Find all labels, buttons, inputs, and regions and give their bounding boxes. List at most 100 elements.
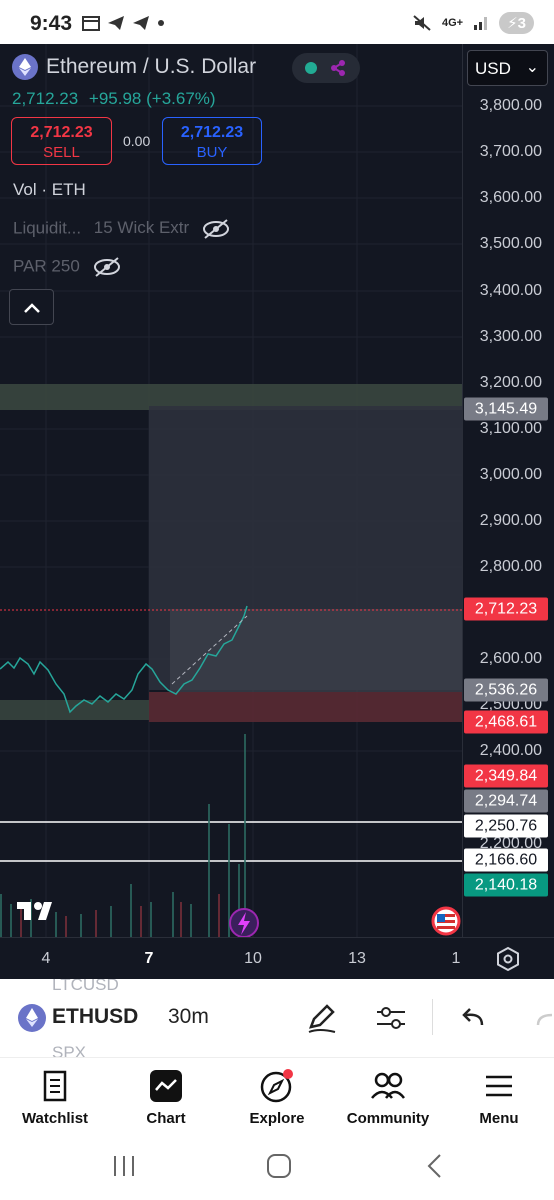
redo-icon[interactable]: [534, 1003, 554, 1033]
price-tag: 2,536.26: [464, 678, 548, 702]
nav-label: Watchlist: [21, 1110, 89, 1127]
price-tick: 2,400.00: [479, 742, 542, 759]
home-icon[interactable]: [264, 1151, 294, 1181]
sell-price: 2,712.23: [30, 124, 93, 141]
indicators-icon[interactable]: [374, 1001, 408, 1035]
supply-zone: [0, 384, 462, 410]
lightning-icon[interactable]: [224, 906, 260, 940]
community-icon: [371, 1072, 405, 1099]
undo-icon[interactable]: [458, 1003, 488, 1033]
time-axis[interactable]: 4 7 10 13 1: [0, 937, 554, 979]
chart-icon: [150, 1070, 182, 1102]
calendar-icon: [82, 16, 100, 31]
time-tick: 7: [144, 950, 154, 967]
liquidity-label: Liquidit...: [13, 218, 82, 238]
currency-value: USD: [475, 59, 511, 78]
price-tick: 3,200.00: [479, 374, 542, 391]
collapse-legend-button[interactable]: [9, 289, 54, 325]
market-status-pill[interactable]: [292, 53, 360, 83]
price-series: [0, 605, 248, 714]
pen-draw-icon[interactable]: [305, 1001, 339, 1035]
nav-chart[interactable]: Chart: [111, 1066, 221, 1127]
price-tick: 3,600.00: [479, 189, 542, 206]
price-axis[interactable]: 3,800.00 3,700.00 3,600.00 3,500.00 3,40…: [431, 44, 554, 937]
notification-icons: [82, 15, 165, 31]
battery-badge: ⚡3: [499, 12, 534, 34]
status-bar: 9:43 4G+ ⚡3: [0, 0, 554, 44]
demand-zone-right: [149, 692, 462, 722]
nav-label: Community: [346, 1110, 430, 1127]
price-tick: 3,000.00: [479, 466, 542, 483]
nav-watchlist[interactable]: Watchlist: [0, 1066, 110, 1127]
symbol-title[interactable]: Ethereum / U.S. Dollar: [46, 55, 257, 78]
hidden-eye-icon[interactable]: [202, 218, 230, 240]
chart-area[interactable]: Ethereum / U.S. Dollar 2,712.23 +95.98 (…: [0, 44, 554, 979]
tradingview-logo: [17, 902, 52, 920]
compass-icon: [260, 1069, 293, 1103]
nav-label: Explore: [249, 1110, 305, 1127]
chart-plot[interactable]: [0, 44, 462, 937]
price-tick: 2,200.00: [479, 835, 542, 852]
symbol-selector[interactable]: ETHUSD: [52, 1005, 139, 1028]
ethereum-icon: [18, 1004, 46, 1032]
par-label: PAR 250: [13, 256, 80, 276]
nav-label: Menu: [479, 1110, 519, 1127]
interval-selector[interactable]: 30m: [168, 1005, 209, 1028]
liquidity-indicator[interactable]: Liquidit... 15 Wick Extr: [13, 218, 230, 240]
nav-explore[interactable]: Explore: [222, 1066, 332, 1127]
signal-icon: [474, 17, 488, 30]
nav-label: Chart: [146, 1110, 186, 1127]
price-change: +95.98 (+3.67%): [88, 89, 216, 108]
ghost-symbol: SPX: [52, 1043, 87, 1057]
status-time: 9:43: [30, 12, 73, 35]
time-tick: 13: [348, 950, 366, 967]
price-tick: 2,800.00: [479, 558, 542, 575]
currency-select[interactable]: USD ⌄: [467, 50, 548, 86]
watchlist-icon: [43, 1070, 67, 1102]
price-tag: 2,468.61: [464, 710, 548, 734]
chevron-down-icon: ⌄: [525, 59, 539, 76]
price-tag: 2,349.84: [464, 764, 548, 788]
last-price: 2,712.23: [12, 89, 79, 108]
range-box-inner: [170, 609, 462, 692]
price-tag: 2,250.76: [464, 814, 548, 838]
symbol-header[interactable]: Ethereum / U.S. Dollar: [12, 54, 256, 80]
back-icon[interactable]: [420, 1151, 450, 1181]
hidden-eye-icon[interactable]: [93, 256, 121, 278]
nav-menu[interactable]: Menu: [444, 1066, 554, 1127]
ethereum-icon: [12, 54, 38, 80]
time-tick: 1: [451, 950, 461, 967]
nav-community[interactable]: Community: [333, 1066, 443, 1127]
network-label: 4G+: [442, 17, 464, 29]
time-tick: 10: [244, 950, 262, 967]
price-tag: 2,712.23: [464, 597, 548, 621]
volume-indicator[interactable]: Vol · ETH: [13, 180, 86, 199]
wick-label: 15 Wick Extr: [93, 218, 190, 238]
system-navigation: [0, 1137, 554, 1200]
sell-button[interactable]: 2,712.23 SELL: [11, 117, 112, 165]
settings-hex-icon[interactable]: [495, 946, 521, 972]
buy-label: BUY: [196, 144, 228, 161]
par-indicator[interactable]: PAR 250: [13, 256, 121, 278]
price-tag: 3,145.49: [464, 397, 548, 421]
buy-button[interactable]: 2,712.23 BUY: [162, 117, 262, 165]
demand-zone-left: [0, 700, 149, 720]
ghost-symbol: LTCUSD: [52, 979, 119, 994]
price-tick: 3,300.00: [479, 328, 542, 345]
dot-icon: [158, 20, 164, 26]
time-tick: 4: [41, 950, 51, 967]
mute-icon: [413, 15, 431, 31]
toolbar-divider: [432, 999, 433, 1035]
us-flag-icon[interactable]: [431, 906, 461, 936]
price-tag: 2,294.74: [464, 789, 548, 813]
share-network-icon: [331, 60, 345, 76]
telegram-icon: [133, 16, 149, 30]
price-tick: 2,900.00: [479, 512, 542, 529]
recent-apps-icon[interactable]: [110, 1151, 140, 1181]
chevron-up-icon: [24, 303, 40, 313]
hamburger-menu-icon: [486, 1075, 512, 1097]
price-tick: 3,500.00: [479, 235, 542, 252]
price-tick: 3,800.00: [479, 97, 542, 114]
price-tag: 2,140.18: [464, 873, 548, 897]
price-tick: 3,100.00: [479, 420, 542, 437]
